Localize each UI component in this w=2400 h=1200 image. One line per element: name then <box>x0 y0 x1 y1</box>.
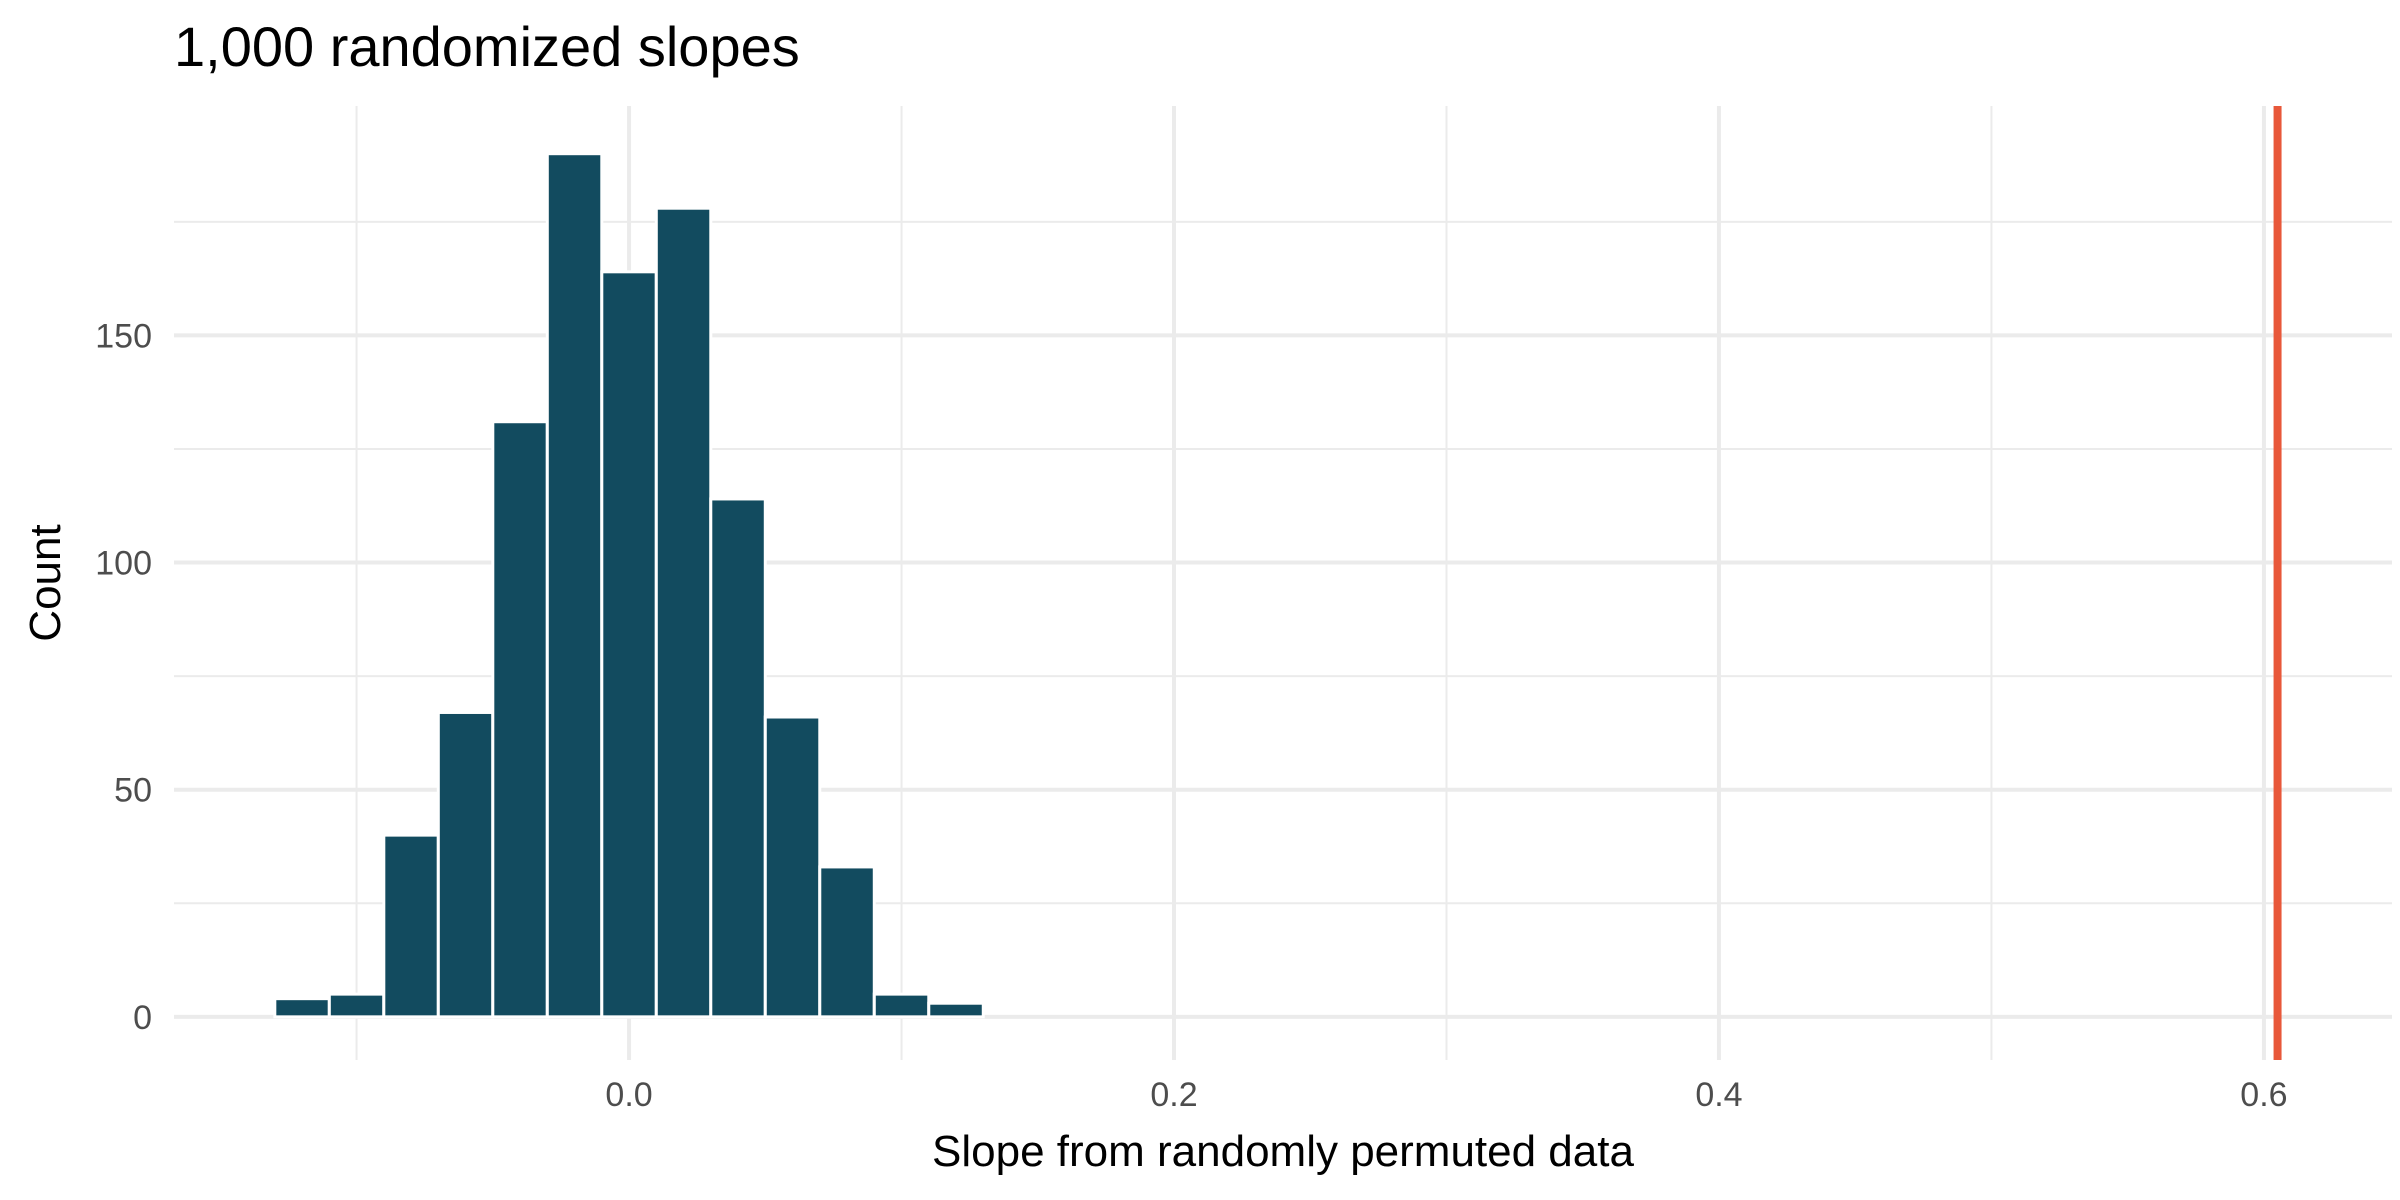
y-axis-title: Count <box>21 524 70 641</box>
histogram-bar <box>600 270 658 1019</box>
histogram-bar <box>872 992 931 1019</box>
histogram-bar <box>709 497 767 1019</box>
x-tick-label: 0.0 <box>605 1076 652 1114</box>
histogram-bar <box>327 992 386 1019</box>
y-tick-label: 100 <box>95 545 152 583</box>
y-tick-label: 50 <box>114 772 152 810</box>
x-tick-label: 0.2 <box>1150 1076 1197 1114</box>
histogram-bar <box>491 420 549 1019</box>
y-axis-tick-labels: 0 50 100 150 <box>95 317 152 1036</box>
x-axis-tick-labels: 0.0 0.2 0.4 0.6 <box>605 1076 2287 1114</box>
x-axis-title: Slope from randomly permuted data <box>932 1127 1634 1176</box>
histogram-bar <box>654 206 713 1019</box>
x-tick-label: 0.6 <box>2240 1076 2287 1114</box>
y-tick-label: 150 <box>95 317 152 355</box>
histogram-bar <box>818 865 876 1019</box>
histogram-bar <box>382 833 440 1019</box>
y-tick-label: 0 <box>133 999 152 1037</box>
histogram-bar <box>763 715 822 1019</box>
histogram-bar <box>545 152 604 1019</box>
histogram-bar <box>273 997 331 1019</box>
histogram-bar <box>927 1001 985 1019</box>
chart-title: 1,000 randomized slopes <box>174 15 800 78</box>
x-tick-label: 0.4 <box>1695 1076 1742 1114</box>
histogram-bar <box>436 710 495 1019</box>
histogram-bars <box>273 152 985 1019</box>
